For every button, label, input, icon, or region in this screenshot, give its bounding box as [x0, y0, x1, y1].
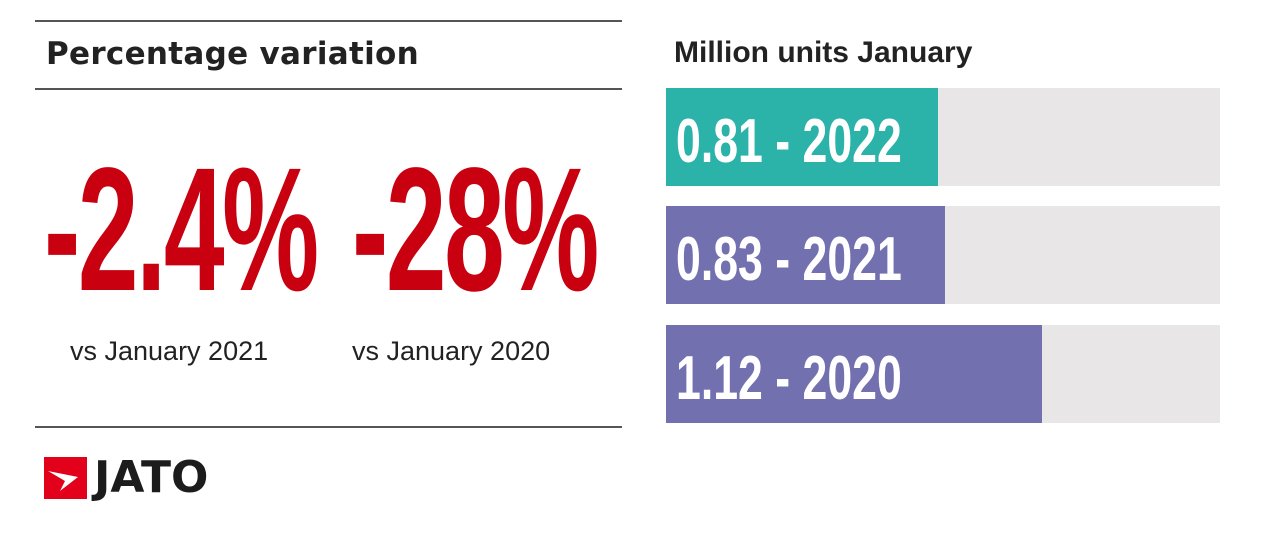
stat-value: -28%: [352, 132, 599, 328]
bar-2020: [666, 325, 1042, 423]
logo-wordmark: JATO: [94, 452, 209, 503]
heading-rule: [35, 88, 622, 90]
top-rule: [35, 20, 622, 22]
bar-label-2022: 0.81 - 2022: [676, 107, 902, 176]
jato-logo-icon: [44, 457, 87, 499]
panel-heading: Percentage variation: [46, 36, 420, 72]
stat-caption: vs January 2021: [70, 336, 269, 366]
bar-label-2020: 1.12 - 2020: [676, 344, 902, 413]
stat-value: -2.4%: [44, 132, 319, 328]
stat-caption: vs January 2020: [352, 336, 551, 366]
chart-title: Million units January: [674, 36, 973, 69]
bar-label-2021: 0.83 - 2021: [676, 225, 902, 294]
bottom-rule: [35, 426, 622, 428]
bar-2021: [666, 206, 945, 304]
bar-2022: [666, 88, 938, 186]
